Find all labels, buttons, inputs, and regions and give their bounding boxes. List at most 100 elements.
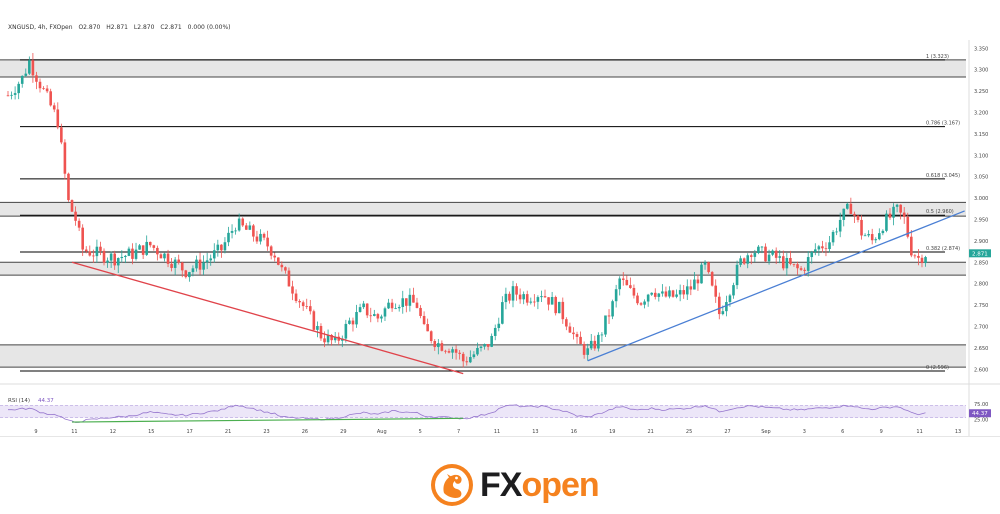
candle-body: [728, 295, 732, 303]
y-tick-label: 2.800: [974, 282, 988, 288]
candle-body: [586, 348, 589, 355]
candle-body: [700, 264, 703, 284]
x-tick-label: 9: [34, 429, 37, 435]
candle-body: [486, 344, 490, 347]
rsi-title: RSI (14): [8, 398, 30, 404]
candle-body: [419, 307, 422, 316]
candle-body: [789, 257, 792, 264]
candle-body: [639, 303, 643, 305]
candle-body: [163, 253, 166, 259]
candle-body: [159, 254, 163, 259]
candle-body: [799, 268, 803, 270]
candle-body: [234, 230, 237, 232]
candle-body: [646, 294, 650, 302]
candle-body: [607, 315, 611, 317]
candle-body: [173, 259, 177, 268]
candle-body: [141, 245, 145, 255]
candle-body: [575, 334, 579, 337]
price-chart[interactable]: 1 (3.323) 0.786 (3.167) 0.618 (3.045) 0.5 (…: [0, 0, 1000, 436]
candle-body: [653, 292, 657, 297]
candle-body: [230, 231, 234, 233]
candle-body: [831, 231, 835, 243]
candle-body: [209, 258, 213, 261]
x-tick-label: 27: [724, 429, 730, 435]
rsi-tick-label: 75.00: [974, 402, 988, 408]
ohlc-open: O2.870: [78, 24, 101, 31]
candle-body: [255, 236, 259, 242]
candle-body: [52, 105, 56, 110]
candle-body: [248, 225, 252, 230]
candle-body: [362, 303, 365, 308]
candle-body: [817, 246, 821, 250]
candle-body: [604, 315, 607, 335]
candle-body: [565, 319, 568, 327]
candle-body: [518, 294, 522, 300]
candle-body: [88, 251, 92, 256]
ohlc-change: 0.000 (0.00%): [187, 24, 231, 31]
rsi-value-badge: [969, 409, 991, 418]
candle-body: [853, 213, 856, 216]
x-tick-label: 17: [186, 429, 192, 435]
y-tick-label: 3.000: [974, 196, 988, 202]
candle-body: [913, 255, 917, 257]
candle-body: [774, 250, 778, 258]
candle-body: [326, 334, 330, 343]
candle-body: [358, 307, 362, 312]
x-tick-label: 15: [148, 429, 154, 435]
candle-body: [529, 301, 533, 303]
candle-body: [714, 285, 718, 297]
candle-body: [557, 301, 561, 314]
chart-area[interactable]: 1 (3.323) 0.786 (3.167) 0.618 (3.045) 0.5 (…: [0, 0, 1000, 437]
candle-body: [838, 219, 842, 232]
candle-body: [707, 262, 710, 273]
candle-body: [180, 262, 184, 271]
candle-body: [156, 247, 159, 255]
candle-body: [74, 211, 77, 221]
rsi-line: [8, 404, 926, 423]
candle-body: [380, 316, 383, 319]
candle-body: [589, 340, 593, 349]
candle-body: [42, 88, 45, 90]
x-tick-label: 6: [841, 429, 844, 435]
candle-body: [806, 257, 810, 271]
candle-body: [696, 279, 700, 284]
candle-body: [38, 81, 42, 89]
candle-body: [703, 262, 707, 265]
candle-body: [212, 250, 216, 259]
candle-body: [49, 91, 52, 106]
candle-body: [508, 293, 511, 301]
candle-body: [821, 246, 824, 249]
candle-body: [892, 206, 895, 218]
fib-level-label: 0.618 (3.045): [926, 173, 960, 179]
candle-body: [515, 286, 518, 295]
candle-body: [725, 302, 728, 312]
candle-body: [77, 220, 81, 228]
candle-body: [917, 255, 920, 258]
candle-body: [390, 302, 394, 309]
candle-body: [717, 296, 721, 315]
y-tick-label: 2.700: [974, 324, 988, 330]
candle-body: [497, 323, 501, 328]
candle-body: [294, 293, 298, 302]
candle-body: [102, 250, 106, 263]
candle-body: [376, 314, 380, 319]
candle-body: [308, 306, 312, 312]
candle-body: [202, 262, 205, 270]
candle-body: [415, 302, 419, 308]
blue-trend-line: [587, 210, 965, 362]
sr-zone: [0, 344, 966, 368]
candle-body: [408, 294, 412, 306]
candle-body: [625, 279, 629, 286]
candle-body: [316, 325, 319, 330]
candle-body: [753, 253, 757, 257]
candle-body: [422, 315, 426, 325]
candle-body: [351, 320, 355, 325]
candle-body: [312, 311, 316, 330]
candle-body: [152, 245, 156, 248]
candle-body: [469, 357, 472, 363]
candle-body: [924, 257, 927, 264]
candle-body: [188, 272, 191, 278]
x-tick-label: 11: [71, 429, 77, 435]
candle-body: [305, 306, 309, 307]
candle-body: [572, 332, 575, 335]
